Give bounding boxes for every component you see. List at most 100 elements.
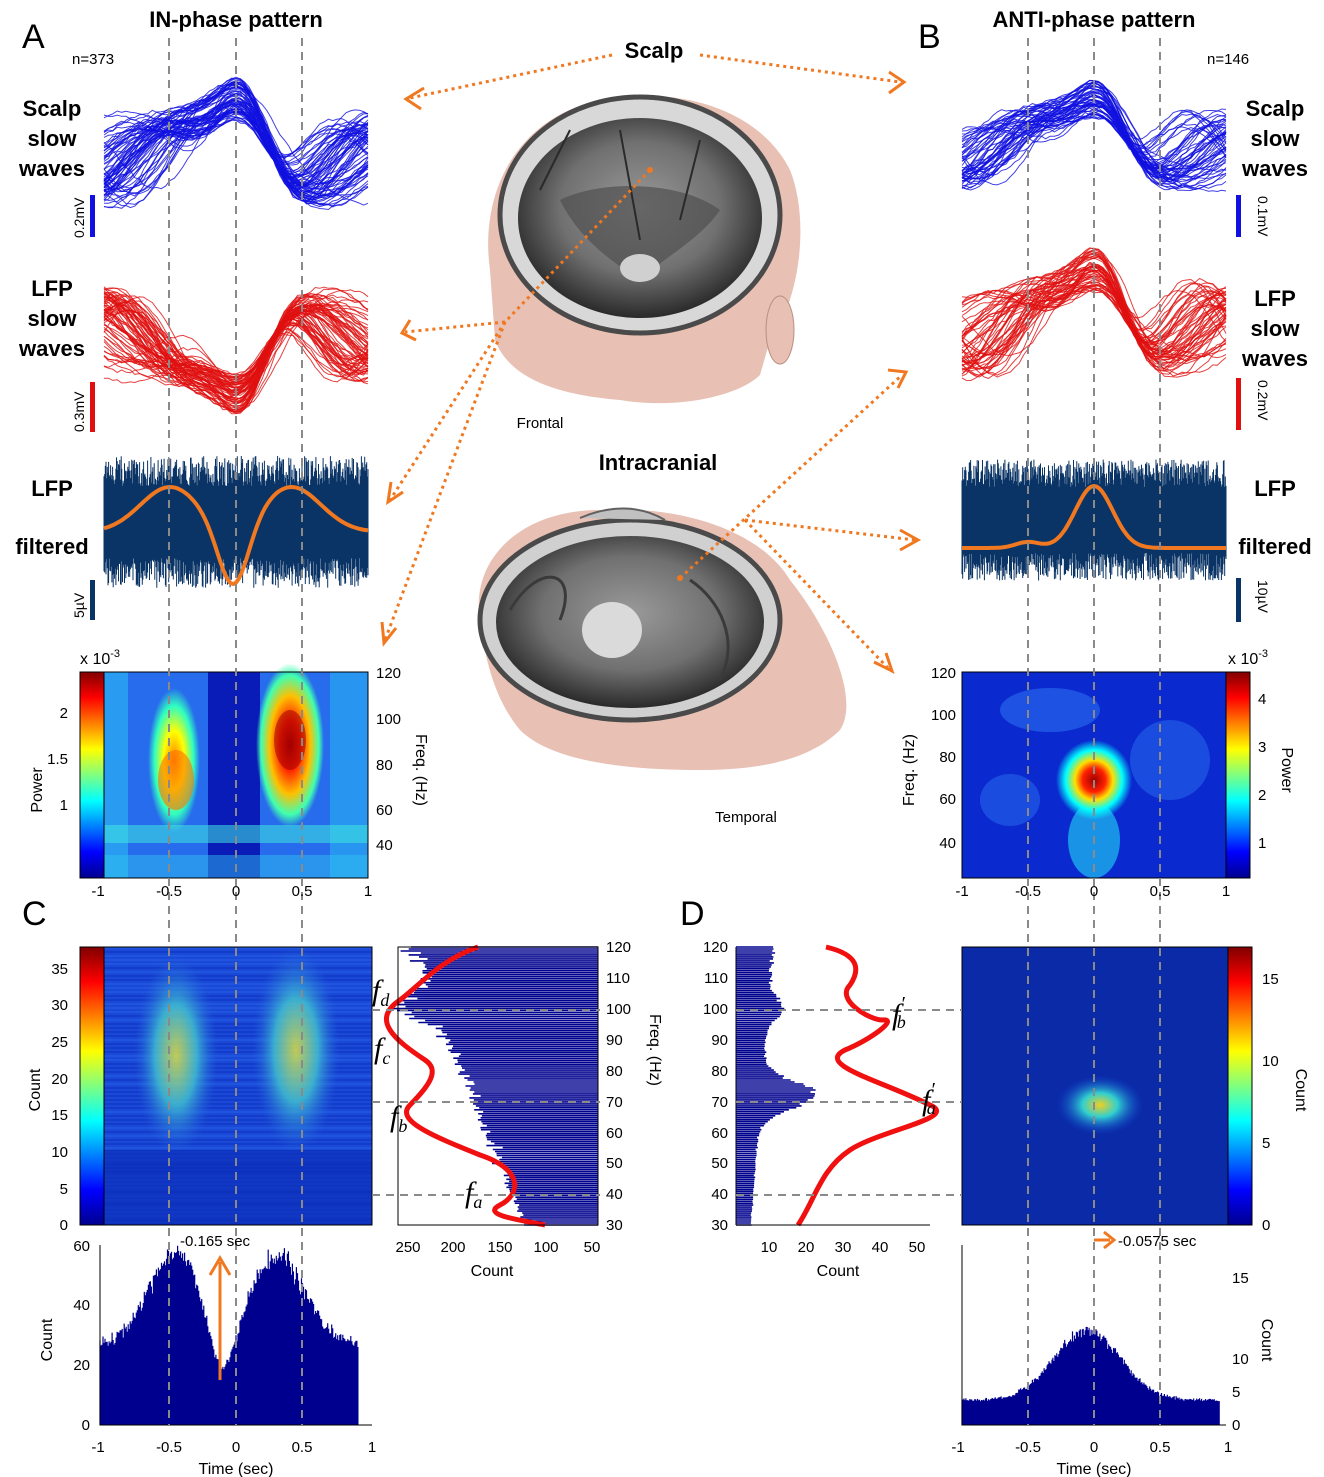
svg-text:Power: Power [1278, 747, 1295, 793]
svg-text:50: 50 [711, 1155, 728, 1172]
connector-arrowheads [380, 70, 922, 674]
svg-text:15: 15 [1232, 1270, 1249, 1287]
panel-label-d: D [680, 895, 705, 933]
svg-text:5: 5 [1232, 1384, 1240, 1401]
lfp-filtered-a [103, 456, 369, 588]
svg-text:0: 0 [232, 1439, 240, 1456]
svg-text:2: 2 [1258, 787, 1266, 804]
svg-text:waves: waves [1241, 156, 1308, 181]
svg-text:Freq. (Hz): Freq. (Hz) [412, 734, 429, 806]
svg-text:40: 40 [711, 1186, 728, 1203]
svg-text:100: 100 [606, 1001, 631, 1018]
colorbar-d [1227, 946, 1253, 1226]
fit-curve-d [795, 944, 940, 1227]
svg-text:90: 90 [606, 1032, 623, 1049]
svg-text:40: 40 [376, 837, 393, 854]
svg-text:LFP: LFP [31, 476, 73, 501]
svg-text:40: 40 [939, 835, 956, 852]
panel-title-b: ANTI-phase pattern [993, 7, 1196, 32]
svg-text:fd: fd [372, 974, 390, 1010]
svg-text:waves: waves [18, 156, 85, 181]
svg-text:0.3mV: 0.3mV [71, 391, 87, 432]
svg-text:Freq. (Hz): Freq. (Hz) [901, 734, 918, 806]
svg-text:0: 0 [1262, 1217, 1270, 1234]
svg-text:Count: Count [27, 1068, 44, 1111]
svg-text:Count: Count [1292, 1069, 1309, 1112]
svg-text:80: 80 [376, 757, 393, 774]
frequency-band-labels: fd fc fb fa f′ b f′ a [372, 974, 936, 1212]
svg-text:120: 120 [376, 665, 401, 682]
svg-text:10: 10 [761, 1239, 778, 1256]
svg-text:70: 70 [711, 1094, 728, 1111]
svg-text:slow: slow [1251, 126, 1301, 151]
svg-text:20: 20 [51, 1071, 68, 1088]
svg-text:0.5: 0.5 [292, 883, 313, 900]
time-histogram-d [961, 1245, 1226, 1426]
axis-titles: x 10-3 x 10-3 Power Power Freq. (Hz) Fre… [27, 648, 1309, 1477]
colorbar-a [79, 671, 105, 879]
svg-text:3: 3 [1258, 739, 1266, 756]
svg-text:0.5: 0.5 [1150, 883, 1171, 900]
svg-text:Count: Count [39, 1318, 56, 1361]
svg-text:0.5: 0.5 [1150, 1439, 1171, 1456]
svg-text:f′b: f′ b [892, 993, 906, 1032]
heatmap-d [961, 946, 1229, 1226]
svg-text:0.5: 0.5 [292, 1439, 313, 1456]
svg-text:50: 50 [606, 1155, 623, 1172]
svg-text:0: 0 [1090, 883, 1098, 900]
panel-label-a: A [22, 18, 45, 56]
colorbar-c [79, 946, 105, 1226]
svg-text:10: 10 [1232, 1351, 1249, 1368]
svg-text:50: 50 [909, 1239, 926, 1256]
svg-text:30: 30 [51, 997, 68, 1014]
svg-text:fc: fc [374, 1032, 390, 1068]
peak-annotation-c: -0.165 sec [180, 1233, 251, 1380]
svg-text:10: 10 [1262, 1053, 1279, 1070]
panel-label-c: C [22, 895, 47, 933]
svg-text:150: 150 [487, 1239, 512, 1256]
time-guide-lines [168, 38, 1161, 1425]
peak-annotation-d: -0.0575 sec [1094, 1230, 1197, 1250]
svg-text:110: 110 [704, 970, 728, 987]
electrode-marker-temporal [677, 575, 683, 581]
svg-text:80: 80 [939, 749, 956, 766]
temporal-label: Temporal [715, 809, 777, 826]
svg-text:0.2mV: 0.2mV [71, 197, 87, 238]
svg-text:110: 110 [606, 970, 630, 987]
svg-text:LFP: LFP [1254, 286, 1296, 311]
svg-text:Time (sec): Time (sec) [199, 1461, 274, 1477]
svg-text:Count: Count [1258, 1319, 1275, 1362]
svg-text:120: 120 [703, 939, 728, 956]
colorbar-b [1225, 671, 1251, 879]
svg-text:f′a: f′ a [922, 1079, 936, 1118]
svg-text:60: 60 [606, 1125, 623, 1142]
svg-text:1: 1 [368, 1439, 376, 1456]
freq-hist-c-frame [397, 946, 599, 1226]
svg-text:fa: fa [465, 1176, 482, 1212]
svg-text:x 10-3: x 10-3 [80, 648, 120, 668]
svg-text:-1: -1 [91, 1439, 104, 1456]
svg-text:60: 60 [73, 1238, 90, 1255]
svg-text:10: 10 [51, 1144, 68, 1161]
svg-text:0.1mV: 0.1mV [1255, 196, 1271, 237]
svg-text:filtered: filtered [1238, 534, 1311, 559]
row-labels-a: Scalp slow waves LFP slow waves LFP filt… [15, 96, 88, 559]
svg-text:-0.165 sec: -0.165 sec [180, 1233, 251, 1250]
svg-text:0: 0 [60, 1217, 68, 1234]
svg-text:-0.0575 sec: -0.0575 sec [1118, 1233, 1197, 1250]
svg-text:1: 1 [364, 883, 372, 900]
svg-text:40: 40 [606, 1186, 623, 1203]
svg-text:70: 70 [606, 1094, 623, 1111]
svg-text:1: 1 [1258, 835, 1266, 852]
frontal-label: Frontal [517, 415, 564, 432]
svg-text:120: 120 [931, 665, 956, 682]
svg-text:waves: waves [18, 336, 85, 361]
electrode-marker-frontal [647, 167, 653, 173]
svg-text:Time (sec): Time (sec) [1057, 1461, 1132, 1477]
svg-text:60: 60 [939, 791, 956, 808]
svg-text:60: 60 [711, 1125, 728, 1142]
svg-text:Freq. (Hz): Freq. (Hz) [646, 1014, 663, 1086]
svg-text:30: 30 [835, 1239, 852, 1256]
svg-text:10µV: 10µV [1255, 580, 1271, 614]
svg-text:-1: -1 [951, 1439, 964, 1456]
